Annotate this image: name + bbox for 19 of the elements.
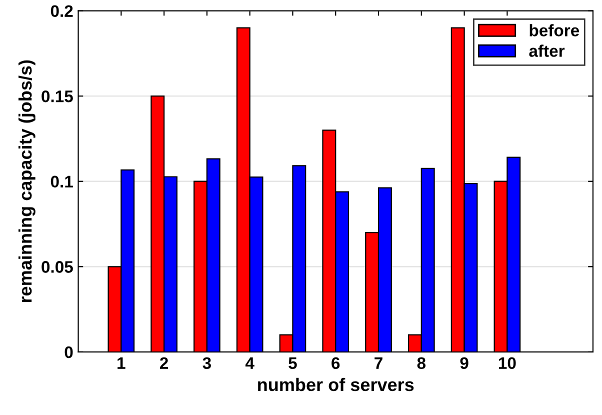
x-tick-label: 4: [245, 357, 254, 369]
y-tick-label: 0: [64, 346, 73, 358]
x-tick-label: 9: [460, 357, 468, 370]
x-tick-label: 7: [374, 357, 382, 369]
y-tick-label: 0.2: [50, 5, 73, 17]
legend-label: after: [529, 44, 565, 57]
x-tick-label: 8: [417, 357, 426, 370]
x-tick-label: 5: [288, 357, 297, 370]
y-tick-label: 0.15: [42, 90, 73, 102]
y-tick-label: 0.05: [42, 261, 73, 273]
x-tick-label: 6: [332, 357, 340, 370]
x-tick-label: 10: [498, 357, 516, 370]
y-tick-label: 0.1: [50, 176, 73, 188]
x-tick-label: 3: [202, 357, 211, 370]
y-axis-title: remainning capacity (jobs/s): [18, 60, 36, 302]
x-tick-label: 1: [118, 357, 126, 369]
legend-label: before: [530, 24, 580, 36]
x-tick-label: 2: [160, 357, 168, 369]
x-axis-title: number of servers: [258, 378, 414, 392]
